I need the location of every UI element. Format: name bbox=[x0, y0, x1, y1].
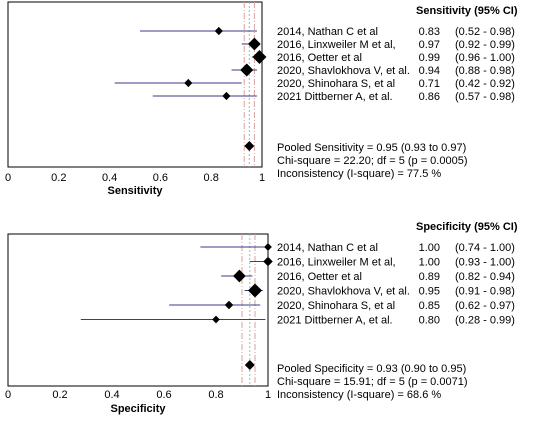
study-label: 2020, Shinohara S, et al bbox=[277, 78, 395, 90]
study-estimate-value: 0.80 bbox=[419, 315, 440, 327]
study-estimate-marker bbox=[263, 256, 273, 267]
x-tick-label: 0.4 bbox=[102, 172, 117, 184]
pooled-estimate-marker bbox=[244, 141, 255, 151]
x-tick-label: 1 bbox=[265, 389, 271, 401]
study-label: 2020, Shinohara S, et al bbox=[277, 300, 395, 312]
study-ci-value: (0.88 - 0.98) bbox=[455, 65, 515, 77]
study-estimate-value: 0.99 bbox=[419, 52, 440, 64]
study-estimate-marker bbox=[184, 78, 193, 88]
x-tick-label: 1 bbox=[259, 172, 265, 184]
study-estimate-value: 0.83 bbox=[419, 26, 440, 38]
sensitivity-forest-plot: Sensitivity (95% CI) 2014, Nathan C et al… bbox=[5, 1, 518, 197]
x-tick-label: 0.2 bbox=[51, 172, 66, 184]
study-label: 2016, Oetter et al bbox=[277, 52, 362, 64]
summary-line: Pooled Sensitivity = 0.95 (0.93 to 0.97) bbox=[277, 142, 466, 154]
study-estimate-value: 0.94 bbox=[419, 65, 440, 77]
study-estimate-marker bbox=[248, 37, 261, 51]
study-ci-value: (0.57 - 0.98) bbox=[455, 91, 515, 103]
summary-line: Inconsistency (I-square) = 77.5 % bbox=[277, 168, 441, 180]
study-ci-value: (0.96 - 1.00) bbox=[455, 52, 515, 64]
study-estimate-value: 0.89 bbox=[419, 271, 440, 283]
summary-line: Pooled Specificity = 0.93 (0.90 to 0.95) bbox=[277, 363, 466, 375]
study-label: 2016, Linxweiler M et al, bbox=[277, 39, 396, 51]
study-ci-value: (0.93 - 1.00) bbox=[455, 257, 515, 269]
study-estimate-value: 0.97 bbox=[419, 39, 440, 51]
study-ci-value: (0.42 - 0.92) bbox=[455, 78, 515, 90]
study-estimate-marker bbox=[248, 283, 262, 298]
study-estimate-value: 0.95 bbox=[419, 286, 440, 298]
study-ci-value: (0.52 - 0.98) bbox=[455, 26, 515, 38]
summary-line: Chi-square = 22.20; df = 5 (p = 0.0005) bbox=[277, 155, 468, 167]
study-estimate-value: 0.71 bbox=[419, 78, 440, 90]
study-label: 2021 Dittberner A, et al. bbox=[277, 315, 393, 327]
x-tick-label: 0.6 bbox=[156, 389, 171, 401]
study-estimate-marker bbox=[240, 63, 254, 77]
study-estimate-marker bbox=[222, 91, 231, 101]
study-estimate-marker bbox=[214, 26, 223, 36]
x-tick-label: 0.6 bbox=[153, 172, 168, 184]
study-ci-value: (0.62 - 0.97) bbox=[455, 300, 515, 312]
plot-frame bbox=[7, 233, 269, 387]
x-tick-label: 0 bbox=[5, 389, 11, 401]
study-ci-value: (0.92 - 0.99) bbox=[455, 39, 515, 51]
x-axis-label: Specificity bbox=[110, 403, 166, 415]
summary-line: Inconsistency (I-square) = 68.6 % bbox=[277, 389, 441, 401]
study-estimate-value: 0.86 bbox=[419, 91, 440, 103]
x-axis-label: Sensitivity bbox=[107, 185, 163, 197]
x-tick-label: 0.2 bbox=[52, 389, 67, 401]
study-label: 2016, Oetter et al bbox=[277, 271, 362, 283]
plot-frame bbox=[7, 1, 263, 168]
study-estimate-marker bbox=[233, 269, 246, 283]
specificity-forest-plot: Specificity (95% CI) 2014, Nathan C et al… bbox=[5, 221, 518, 415]
column-header: Specificity (95% CI) bbox=[416, 221, 518, 233]
study-label: 2020, Shavlokhova V, et al. bbox=[277, 65, 410, 77]
study-estimate-value: 1.00 bbox=[419, 242, 440, 254]
study-label: 2014, Nathan C et al bbox=[277, 26, 378, 38]
study-label: 2021 Dittberner A, et al. bbox=[277, 91, 393, 103]
study-ci-value: (0.82 - 0.94) bbox=[455, 271, 515, 283]
study-estimate-marker bbox=[212, 315, 220, 324]
study-ci-value: (0.28 - 0.99) bbox=[455, 315, 515, 327]
column-header: Sensitivity (95% CI) bbox=[416, 5, 518, 17]
study-estimate-marker bbox=[264, 243, 272, 251]
x-tick-label: 0 bbox=[5, 172, 11, 184]
pooled-estimate-marker bbox=[244, 360, 255, 370]
x-tick-label: 0.4 bbox=[104, 389, 119, 401]
study-ci-value: (0.74 - 1.00) bbox=[455, 242, 515, 254]
study-label: 2014, Nathan C et al bbox=[277, 242, 378, 254]
study-estimate-value: 1.00 bbox=[419, 257, 440, 269]
study-label: 2020, Shavlokhova V, et al. bbox=[277, 286, 410, 298]
study-estimate-marker bbox=[224, 300, 234, 310]
summary-line: Chi-square = 15.91; df = 5 (p = 0.0071) bbox=[277, 376, 468, 388]
study-estimate-marker bbox=[252, 50, 267, 64]
study-estimate-value: 0.85 bbox=[419, 300, 440, 312]
x-tick-label: 0.8 bbox=[208, 389, 223, 401]
x-tick-label: 0.8 bbox=[204, 172, 219, 184]
study-ci-value: (0.91 - 0.98) bbox=[455, 286, 515, 298]
study-label: 2016, Linxweiler M et al, bbox=[277, 257, 396, 269]
